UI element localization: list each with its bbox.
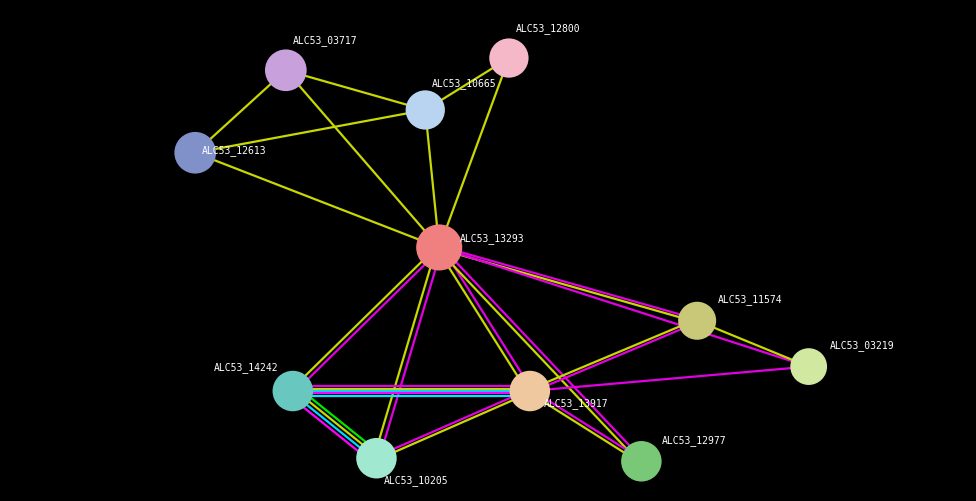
Text: ALC53_13917: ALC53_13917 — [544, 398, 608, 409]
Point — [522, 387, 538, 395]
Point — [187, 149, 203, 157]
Point — [418, 106, 433, 114]
Point — [633, 457, 649, 465]
Text: ALC53_10665: ALC53_10665 — [432, 78, 497, 89]
Point — [278, 66, 294, 74]
Text: ALC53_11574: ALC53_11574 — [718, 295, 783, 306]
Point — [369, 454, 385, 462]
Text: ALC53_13293: ALC53_13293 — [460, 233, 525, 244]
Point — [501, 54, 516, 62]
Point — [689, 317, 705, 325]
Text: ALC53_10205: ALC53_10205 — [384, 475, 448, 486]
Text: ALC53_12977: ALC53_12977 — [663, 435, 727, 446]
Text: ALC53_03219: ALC53_03219 — [830, 340, 894, 351]
Point — [285, 387, 301, 395]
Text: ALC53_14242: ALC53_14242 — [215, 362, 279, 373]
Point — [431, 243, 447, 252]
Text: ALC53_12613: ALC53_12613 — [202, 145, 266, 156]
Text: ALC53_12800: ALC53_12800 — [516, 23, 581, 34]
Point — [801, 363, 817, 371]
Text: ALC53_03717: ALC53_03717 — [293, 35, 357, 46]
